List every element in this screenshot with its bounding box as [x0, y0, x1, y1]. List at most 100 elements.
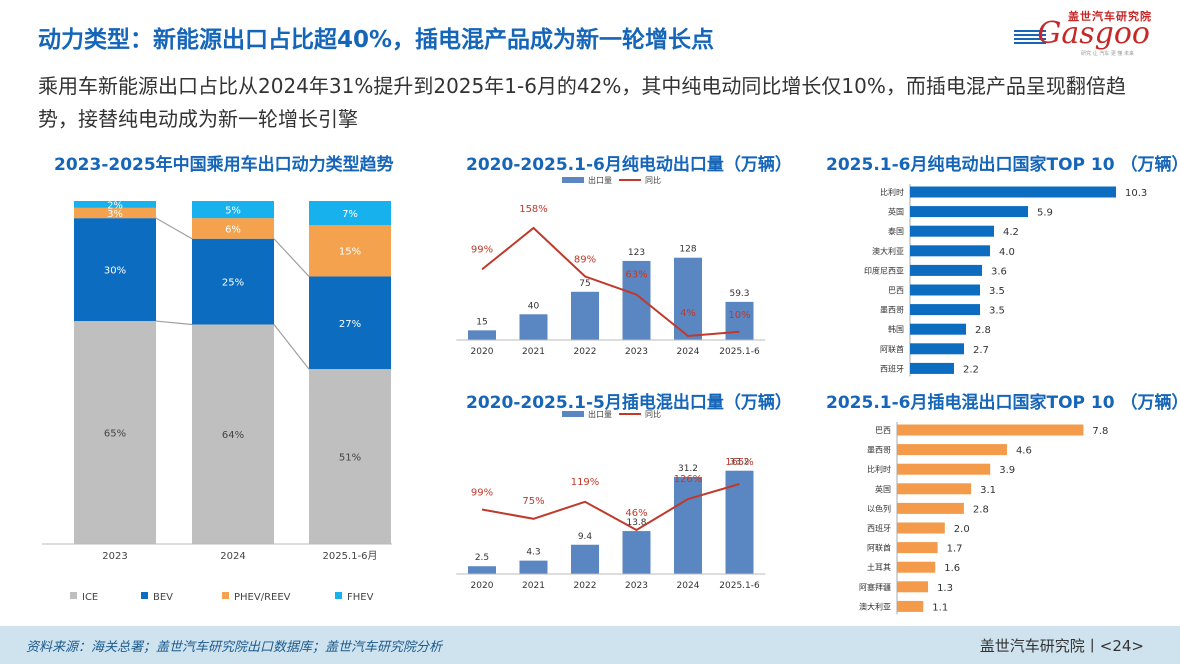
logo-stripes	[1014, 30, 1046, 44]
bar-value-label: 123	[628, 248, 645, 258]
category-label: 墨西哥	[867, 446, 891, 455]
x-tick-label: 2021	[522, 347, 545, 357]
category-label: 西班牙	[867, 523, 891, 533]
hbar	[897, 600, 924, 612]
x-tick-label: 2022	[574, 347, 597, 357]
stacked-segment-phev-reev	[192, 218, 274, 239]
stacked-segment-fhev	[192, 201, 274, 219]
hbar-value-label: 10.3	[1125, 188, 1147, 199]
hbar-value-label: 2.0	[954, 524, 970, 535]
logo-tagline: 研究 让 汽车 更 懂 未来	[1081, 51, 1134, 57]
legend-swatch-bar	[562, 177, 584, 183]
legend-label: 同比	[645, 409, 661, 419]
category-label: 英国	[875, 484, 891, 494]
category-label: 巴西	[875, 426, 891, 435]
chart3-title: 2020-2025.1-5月插电混出口量（万辆）	[466, 393, 792, 413]
chart1-title: 2023-2025年中国乘用车出口动力类型趋势	[54, 155, 394, 175]
segment-label: 27%	[339, 319, 361, 330]
category-label: 印度尼西亚	[864, 265, 904, 275]
hbar	[897, 561, 936, 573]
category-label: 比利时	[867, 464, 891, 474]
hbar-value-label: 4.2	[1003, 227, 1019, 238]
connector-line	[273, 324, 310, 370]
page-subtitle: 乘用车新能源出口占比从2024年31%提升到2025年1-6月的42%，其中纯电…	[38, 74, 1126, 131]
connector-line	[155, 320, 193, 326]
x-tick-label: 2022	[574, 581, 597, 591]
bar-value-label: 31.2	[678, 464, 698, 474]
hbar-value-label: 3.5	[989, 286, 1005, 297]
hbar-value-label: 3.1	[980, 485, 996, 496]
x-tick-label: 2024	[677, 347, 700, 357]
hbar-value-label: 1.3	[937, 583, 953, 594]
footer-brand: 盖世汽车研究院丨<24>	[979, 637, 1144, 655]
category-label: 阿联酋	[867, 543, 891, 553]
category-label: 西班牙	[880, 363, 904, 373]
category-label: 土耳其	[867, 562, 891, 572]
category-label: 澳大利亚	[859, 601, 891, 611]
bar-value-label: 2.5	[475, 553, 489, 563]
category-label: 英国	[888, 207, 904, 217]
hbar-value-label: 3.5	[989, 306, 1005, 317]
hbar-value-label: 1.7	[947, 544, 963, 555]
segment-label: 51%	[339, 453, 361, 464]
legend-label: BEV	[153, 592, 173, 603]
stacked-segment-phev-reev	[309, 225, 391, 277]
hbar	[897, 502, 964, 514]
connector-line	[155, 217, 193, 240]
bar	[725, 470, 754, 574]
x-tick-label: 2020	[471, 347, 494, 357]
logo-cn-text: 盖世汽车研究院	[1068, 10, 1152, 23]
line-value-label: 63%	[625, 270, 647, 281]
yoy-line	[481, 483, 740, 532]
hbar	[910, 284, 980, 296]
stacked-segment-fhev	[74, 201, 156, 208]
line-value-label: 4%	[680, 308, 696, 319]
legend-label: 出口量	[588, 409, 612, 419]
stacked-segment-phev-reev	[74, 207, 156, 219]
bar-value-label: 128	[679, 245, 696, 255]
hbar-value-label: 2.8	[973, 504, 989, 515]
x-tick-label: 2024	[220, 551, 245, 562]
line-value-label: 75%	[522, 496, 544, 507]
hbar	[910, 343, 964, 355]
category-label: 阿塞拜疆	[859, 582, 891, 592]
bar-value-label: 4.3	[526, 548, 540, 558]
category-label: 比利时	[880, 187, 904, 197]
bar-value-label: 13.8	[626, 518, 646, 528]
gasgoo-logo: 盖世汽车研究院 Gasgoo 研究 让 汽车 更 懂 未来	[1012, 6, 1152, 57]
segment-label: 25%	[222, 278, 244, 289]
segment-label: 7%	[342, 209, 358, 220]
line-value-label: 158%	[519, 204, 548, 215]
logo-en-text: Gasgoo	[1037, 16, 1150, 51]
category-label: 泰国	[888, 226, 904, 236]
line-value-label: 99%	[471, 488, 493, 499]
bar	[468, 566, 496, 574]
stacked-segment-ice	[74, 321, 156, 544]
legend-swatch	[141, 592, 148, 599]
page-title: 动力类型：新能源出口占比超40%，插电混产品成为新一轮增长点	[38, 27, 715, 53]
x-tick-label: 2025.1-6	[719, 347, 760, 357]
hbar-value-label: 5.9	[1037, 208, 1053, 219]
category-label: 墨西哥	[880, 306, 904, 315]
connector-line	[273, 238, 310, 277]
segment-label: 6%	[225, 224, 241, 235]
legend-label: FHEV	[347, 592, 374, 603]
line-value-label: 119%	[571, 477, 600, 488]
stacked-segment-ice	[309, 369, 391, 544]
x-tick-label: 2021	[522, 581, 545, 591]
hbar	[910, 304, 980, 316]
legend-swatch-bar	[562, 411, 584, 417]
bar	[519, 560, 548, 574]
legend-swatch	[70, 592, 77, 599]
legend-label: ICE	[82, 592, 98, 603]
hbar	[897, 581, 929, 593]
legend-label: 同比	[645, 175, 661, 185]
line-value-label: 165%	[725, 457, 754, 468]
hbar	[897, 463, 991, 475]
line-value-label: 46%	[625, 508, 647, 519]
category-label: 以色列	[867, 503, 891, 513]
hbar	[910, 245, 990, 257]
x-tick-label: 2025.1-6	[719, 581, 760, 591]
hbar-value-label: 1.1	[932, 602, 948, 613]
